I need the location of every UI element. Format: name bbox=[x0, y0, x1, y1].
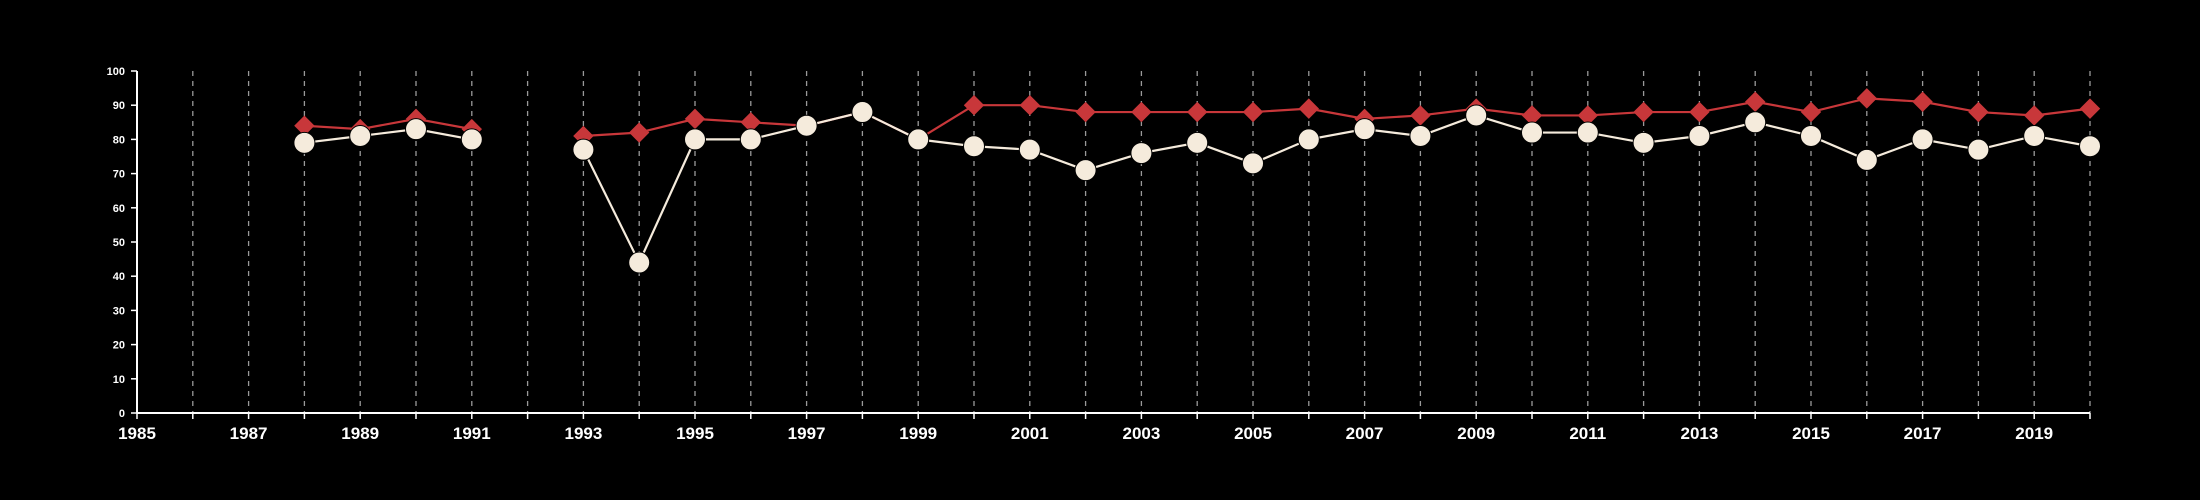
y-tick-label-90: 90 bbox=[113, 100, 125, 112]
series-1-point-2007 bbox=[1353, 118, 1376, 141]
x-tick-label-2019: 2019 bbox=[2015, 424, 2053, 443]
y-tick-label-100: 100 bbox=[107, 66, 125, 78]
series-1-point-1995 bbox=[684, 128, 706, 151]
grid-lines bbox=[192, 71, 2091, 413]
series-1-point-1991 bbox=[460, 128, 483, 151]
x-tick-label-1985: 1985 bbox=[118, 424, 156, 443]
series-1-point-2001 bbox=[1018, 138, 1041, 161]
series-1-point-1993 bbox=[572, 138, 595, 161]
series-0-point-2015 bbox=[1800, 101, 1822, 123]
y-tick-label-10: 10 bbox=[113, 374, 125, 386]
x-tick-label-1999: 1999 bbox=[899, 424, 937, 443]
series-1 bbox=[293, 101, 2101, 274]
y-tick-label-20: 20 bbox=[113, 340, 125, 352]
series-0-point-2016 bbox=[1856, 88, 1878, 109]
series-1-point-2012 bbox=[1632, 131, 1655, 154]
x-tick-label-1997: 1997 bbox=[788, 424, 826, 443]
x-tick-label-2009: 2009 bbox=[1457, 424, 1495, 443]
x-tick-label-2015: 2015 bbox=[1792, 424, 1830, 443]
series-1-point-2011 bbox=[1576, 121, 1599, 144]
series-0-point-2020 bbox=[2079, 98, 2101, 119]
x-tick-label-1991: 1991 bbox=[453, 424, 491, 443]
series-1-point-1999 bbox=[907, 128, 930, 151]
series-1-point-1996 bbox=[739, 128, 762, 151]
series-1-point-2020 bbox=[2079, 135, 2101, 158]
series-0-point-2018 bbox=[1968, 101, 1989, 123]
series-1-point-2002 bbox=[1074, 159, 1097, 182]
series-1-point-2014 bbox=[1744, 111, 1767, 134]
series-1-point-2009 bbox=[1465, 104, 1488, 127]
x-tick-label-2005: 2005 bbox=[1234, 424, 1272, 443]
series-1-point-1994 bbox=[628, 251, 651, 274]
series-1-line-1 bbox=[582, 110, 2091, 266]
series-1-point-2008 bbox=[1409, 124, 1432, 147]
x-tick-label-2007: 2007 bbox=[1346, 424, 1384, 443]
y-tick-label-80: 80 bbox=[113, 134, 125, 146]
series-0-point-2005 bbox=[1242, 101, 1264, 123]
x-tick-label-2013: 2013 bbox=[1680, 424, 1718, 443]
y-tick-label-40: 40 bbox=[113, 271, 125, 283]
x-tick-label-1987: 1987 bbox=[230, 424, 268, 443]
series-0-point-2006 bbox=[1298, 98, 1320, 119]
axes: 0 10 20 30 40 50 60 70 80 90 100 1985 1987 1989 1991 19… bbox=[107, 66, 2091, 443]
series-0-point-2003 bbox=[1131, 101, 1152, 123]
series-0-point-2008 bbox=[1410, 105, 1431, 126]
series-layer bbox=[293, 88, 2101, 274]
series-0-line-0 bbox=[304, 117, 472, 131]
y-tick-label-70: 70 bbox=[113, 169, 125, 181]
x-tick-label-2017: 2017 bbox=[1904, 424, 1942, 443]
x-tick-label-1995: 1995 bbox=[676, 424, 714, 443]
series-1-point-2000 bbox=[963, 135, 985, 158]
series-0-point-2017 bbox=[1912, 91, 1933, 112]
series-1-point-2006 bbox=[1297, 128, 1320, 151]
series-0-point-2013 bbox=[1689, 101, 1710, 123]
series-1-point-2015 bbox=[1800, 124, 1822, 147]
series-1-point-2004 bbox=[1186, 131, 1209, 154]
x-tick-label-1993: 1993 bbox=[564, 424, 602, 443]
series-0-point-2019 bbox=[2023, 105, 2045, 126]
series-1-point-2019 bbox=[2023, 124, 2046, 147]
series-1-point-2005 bbox=[1242, 152, 1264, 175]
series-1-line-0 bbox=[304, 128, 472, 144]
series-1-point-2013 bbox=[1688, 124, 1711, 147]
series-1-point-2016 bbox=[1855, 148, 1878, 171]
series-1-point-1990 bbox=[405, 118, 427, 141]
x-tick-label-2001: 2001 bbox=[1011, 424, 1049, 443]
series-1-point-1998 bbox=[851, 101, 874, 124]
series-1-point-2003 bbox=[1130, 142, 1153, 165]
series-0-point-1995 bbox=[684, 108, 706, 130]
x-tick-label-2003: 2003 bbox=[1122, 424, 1160, 443]
series-1-point-2018 bbox=[1967, 138, 1990, 161]
series-0-point-1994 bbox=[628, 122, 650, 143]
series-1-point-1988 bbox=[293, 131, 316, 154]
y-tick-label-30: 30 bbox=[113, 305, 125, 317]
series-1-point-2017 bbox=[1911, 128, 1934, 151]
series-1-point-1997 bbox=[795, 114, 818, 137]
y-tick-label-60: 60 bbox=[113, 203, 125, 215]
series-0-point-2000 bbox=[963, 94, 985, 116]
y-tick-label-50: 50 bbox=[113, 237, 125, 249]
series-0-point-2004 bbox=[1186, 101, 1208, 123]
y-tick-label-0: 0 bbox=[119, 408, 125, 420]
series-0-point-2012 bbox=[1633, 101, 1654, 123]
series-0-point-2001 bbox=[1019, 94, 1041, 116]
series-0-point-2002 bbox=[1075, 101, 1096, 123]
series-1-point-2010 bbox=[1521, 121, 1543, 144]
x-tick-label-1989: 1989 bbox=[341, 424, 379, 443]
x-tick-label-2011: 2011 bbox=[1569, 424, 1606, 443]
series-0-point-2014 bbox=[1744, 91, 1766, 112]
series-1-point-1989 bbox=[349, 124, 372, 147]
